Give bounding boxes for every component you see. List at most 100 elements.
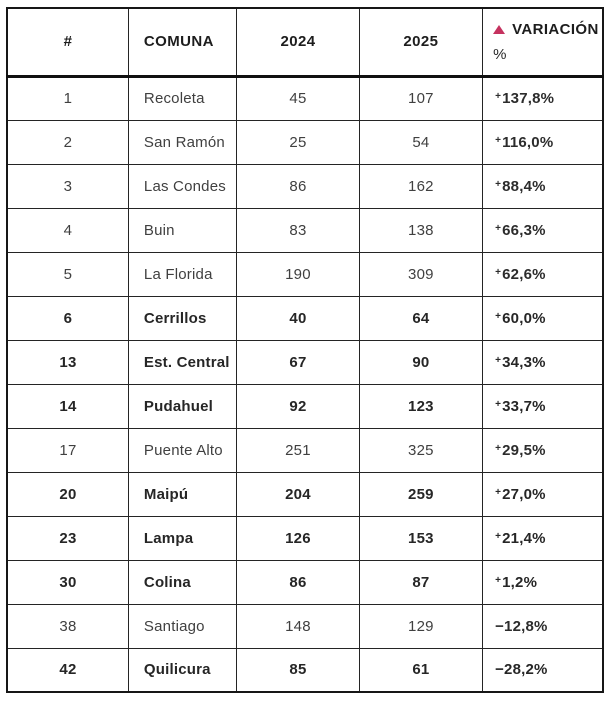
plus-sign: + xyxy=(495,442,502,454)
column-header-comuna: COMUNA xyxy=(127,7,238,78)
value-2024-cell: 86 xyxy=(236,163,360,209)
table-row: 17 Puente Alto 251 325 +29,5% xyxy=(6,427,604,473)
value-2024-cell: 126 xyxy=(236,515,360,561)
value-2024-cell: 204 xyxy=(236,471,360,517)
value-2024-cell: 251 xyxy=(236,427,360,473)
value-2024-cell: 45 xyxy=(236,75,360,121)
rank-cell: 4 xyxy=(6,207,129,253)
table-row: 2 San Ramón 25 54 +116,0% xyxy=(6,119,604,165)
table-row: 38 Santiago 148 129 −12,8% xyxy=(6,603,604,649)
value-2024-cell: 86 xyxy=(236,559,360,605)
value-2025-cell: 87 xyxy=(358,559,484,605)
table-header: # COMUNA 2024 2025 VARIACIÓN % xyxy=(6,7,604,78)
variacion-cell: +66,3% xyxy=(482,207,604,253)
plus-sign: + xyxy=(495,222,502,234)
table-row: 1 Recoleta 45 107 +137,8% xyxy=(6,75,604,121)
table-row: 13 Est. Central 67 90 +34,3% xyxy=(6,339,604,385)
table-row: 6 Cerrillos 40 64 +60,0% xyxy=(6,295,604,341)
variacion-cell: +27,0% xyxy=(482,471,604,517)
table-row: 14 Pudahuel 92 123 +33,7% xyxy=(6,383,604,429)
value-2025-cell: 107 xyxy=(358,75,484,121)
comuna-cell: Est. Central xyxy=(127,339,238,385)
variacion-cell: +88,4% xyxy=(482,163,604,209)
variacion-label: VARIACIÓN xyxy=(512,20,599,38)
rank-cell: 3 xyxy=(6,163,129,209)
rank-cell: 20 xyxy=(6,471,129,517)
value-2025-cell: 325 xyxy=(358,427,484,473)
table-row: 30 Colina 86 87 +1,2% xyxy=(6,559,604,605)
column-header-2025: 2025 xyxy=(358,7,484,78)
plus-sign: + xyxy=(495,134,502,146)
plus-sign: + xyxy=(495,178,502,190)
value-2025-cell: 162 xyxy=(358,163,484,209)
plus-sign: + xyxy=(495,530,502,542)
rank-cell: 5 xyxy=(6,251,129,297)
plus-sign: + xyxy=(495,310,502,322)
plus-sign: + xyxy=(495,91,502,102)
variacion-cell: +29,5% xyxy=(482,427,604,473)
value-2024-cell: 25 xyxy=(236,119,360,165)
variacion-cell: +33,7% xyxy=(482,383,604,429)
table-row: 23 Lampa 126 153 +21,4% xyxy=(6,515,604,561)
table-row: 3 Las Condes 86 162 +88,4% xyxy=(6,163,604,209)
rank-cell: 14 xyxy=(6,383,129,429)
comuna-cell: Buin xyxy=(127,207,238,253)
comuna-cell: Colina xyxy=(127,559,238,605)
rank-cell: 1 xyxy=(6,75,129,121)
variacion-cell: +116,0% xyxy=(482,119,604,165)
comuna-cell: Santiago xyxy=(127,603,238,649)
value-2025-cell: 259 xyxy=(358,471,484,517)
value-2025-cell: 61 xyxy=(358,647,484,693)
up-triangle-icon xyxy=(493,24,506,34)
rank-cell: 42 xyxy=(6,647,129,693)
comuna-cell: Quilicura xyxy=(127,647,238,693)
comuna-cell: Recoleta xyxy=(127,75,238,121)
variacion-percent-label: % xyxy=(493,45,507,63)
table-row: 42 Quilicura 85 61 −28,2% xyxy=(6,647,604,693)
value-2024-cell: 190 xyxy=(236,251,360,297)
plus-sign: + xyxy=(495,398,502,410)
value-2025-cell: 90 xyxy=(358,339,484,385)
value-2025-cell: 153 xyxy=(358,515,484,561)
rank-cell: 6 xyxy=(6,295,129,341)
table-row: 5 La Florida 190 309 +62,6% xyxy=(6,251,604,297)
value-2024-cell: 148 xyxy=(236,603,360,649)
plus-sign: + xyxy=(495,574,502,586)
rank-cell: 17 xyxy=(6,427,129,473)
table-row: 20 Maipú 204 259 +27,0% xyxy=(6,471,604,517)
comuna-cell: Pudahuel xyxy=(127,383,238,429)
value-2025-cell: 309 xyxy=(358,251,484,297)
column-header-2024: 2024 xyxy=(236,7,360,78)
rank-cell: 2 xyxy=(6,119,129,165)
comuna-variacion-table: # COMUNA 2024 2025 VARIACIÓN % 1 Recolet… xyxy=(6,7,604,693)
value-2024-cell: 40 xyxy=(236,295,360,341)
variacion-cell: −12,8% xyxy=(482,603,604,649)
value-2025-cell: 64 xyxy=(358,295,484,341)
value-2025-cell: 54 xyxy=(358,119,484,165)
variacion-cell: +21,4% xyxy=(482,515,604,561)
variacion-cell: +137,8% xyxy=(482,75,604,121)
comuna-cell: La Florida xyxy=(127,251,238,297)
comuna-cell: Las Condes xyxy=(127,163,238,209)
table-row: 4 Buin 83 138 +66,3% xyxy=(6,207,604,253)
plus-sign: + xyxy=(495,486,502,498)
variacion-cell: −28,2% xyxy=(482,647,604,693)
variacion-cell: +60,0% xyxy=(482,295,604,341)
column-header-variacion: VARIACIÓN % xyxy=(482,7,604,78)
value-2024-cell: 92 xyxy=(236,383,360,429)
value-2025-cell: 129 xyxy=(358,603,484,649)
header-row: # COMUNA 2024 2025 VARIACIÓN % xyxy=(6,7,604,78)
variacion-cell: +62,6% xyxy=(482,251,604,297)
value-2024-cell: 83 xyxy=(236,207,360,253)
plus-sign: + xyxy=(495,266,502,278)
comuna-cell: Puente Alto xyxy=(127,427,238,473)
column-header-rank: # xyxy=(6,7,129,78)
value-2025-cell: 123 xyxy=(358,383,484,429)
value-2025-cell: 138 xyxy=(358,207,484,253)
rank-cell: 13 xyxy=(6,339,129,385)
plus-sign: + xyxy=(495,354,502,366)
table-body: 1 Recoleta 45 107 +137,8% 2 San Ramón 25… xyxy=(6,75,604,693)
comuna-cell: Maipú xyxy=(127,471,238,517)
rank-cell: 30 xyxy=(6,559,129,605)
